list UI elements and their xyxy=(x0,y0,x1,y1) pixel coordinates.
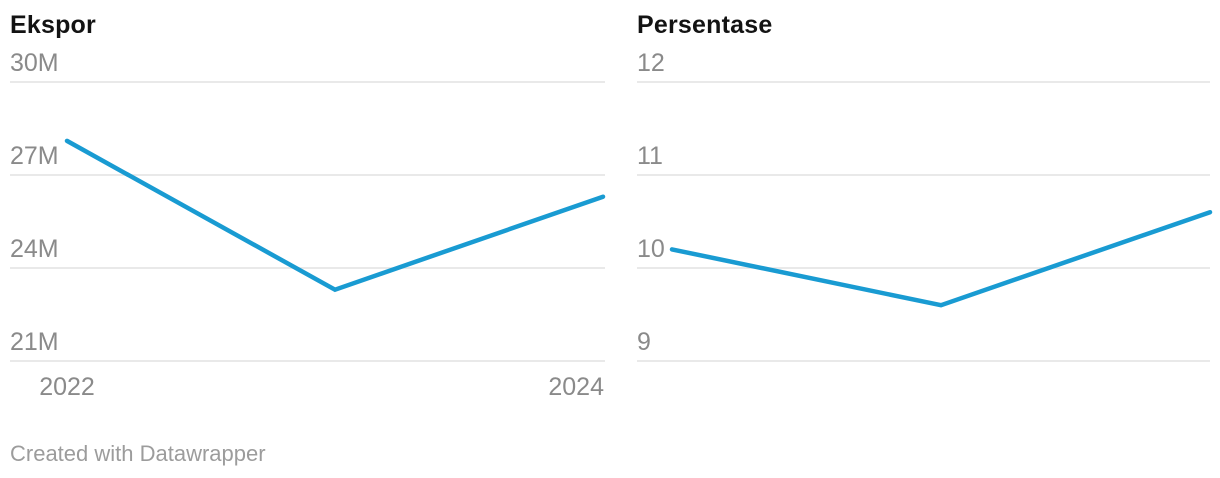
chart-title-persentase: Persentase xyxy=(637,11,773,39)
y-tick-label: 24M xyxy=(10,235,59,263)
y-tick-label: 30M xyxy=(10,49,59,77)
y-tick-label: 9 xyxy=(637,328,651,356)
datawrapper-credit-link[interactable]: Created with Datawrapper xyxy=(10,441,266,466)
series-line[interactable] xyxy=(64,138,606,293)
plot-area-persentase: 12 11 10 9 xyxy=(637,45,1213,400)
y-tick-label: 27M xyxy=(10,142,59,170)
chart-title-ekspor: Ekspor xyxy=(10,11,96,39)
y-tick-label: 12 xyxy=(637,49,665,77)
y-tick-label: 11 xyxy=(637,142,663,170)
x-tick-label: 2024 xyxy=(548,373,604,401)
series-line[interactable] xyxy=(669,209,1213,308)
y-tick-label: 10 xyxy=(637,235,665,263)
chart-canvas: 30M 27M 24M 21M 2022 2024 xyxy=(10,49,606,401)
chart-canvas: 12 11 10 9 xyxy=(637,49,1213,362)
y-tick-label: 21M xyxy=(10,328,59,356)
x-tick-label: 2022 xyxy=(39,373,95,401)
plot-area-ekspor: 30M 27M 24M 21M 2022 2024 xyxy=(10,45,606,401)
